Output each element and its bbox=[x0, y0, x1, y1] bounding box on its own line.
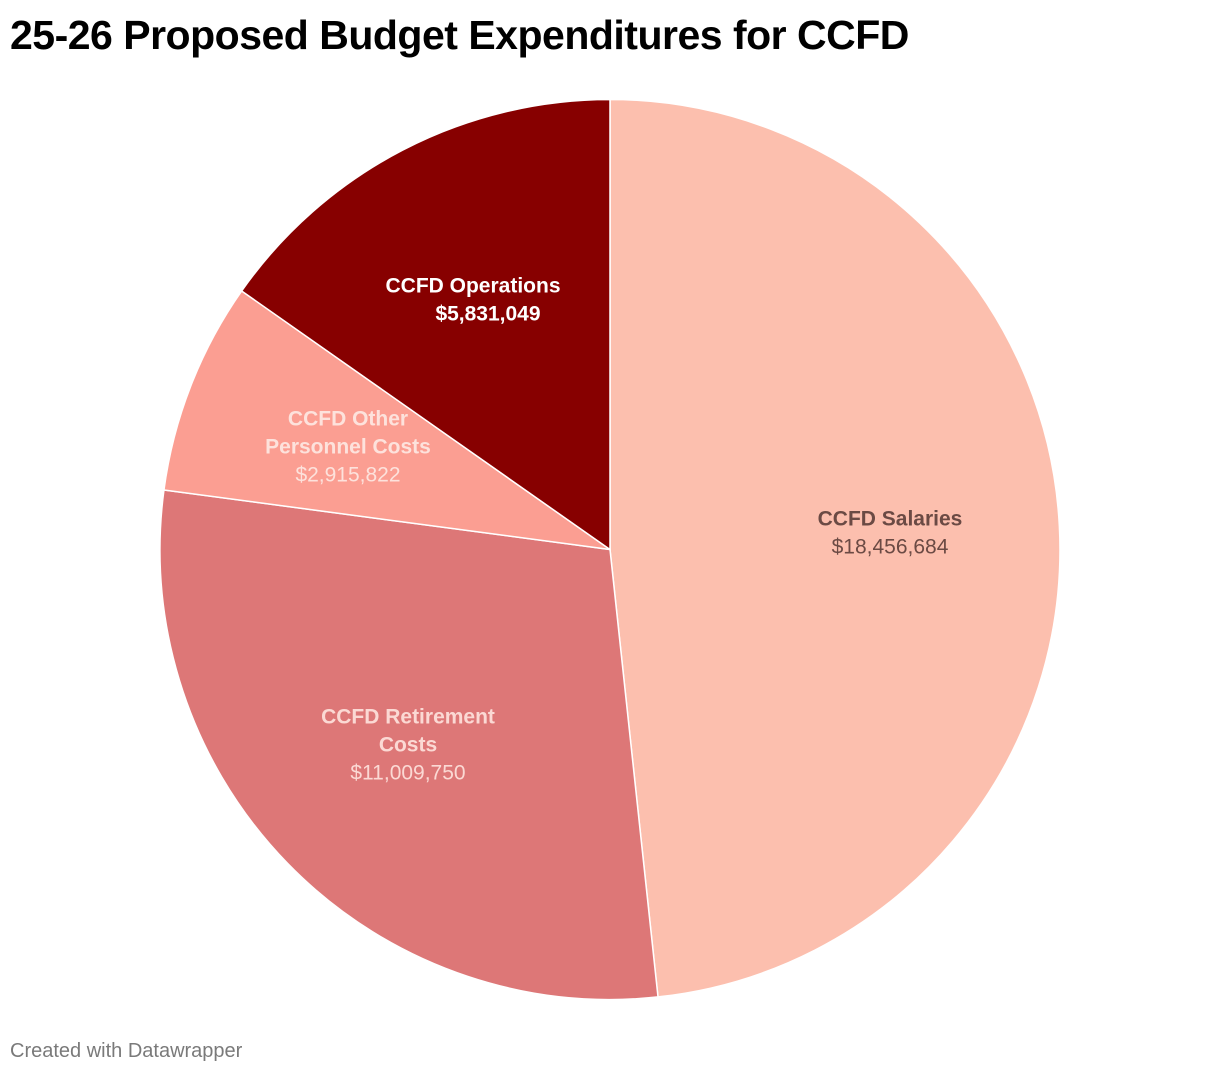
slice-name-retirement: CCFD Retirement bbox=[321, 706, 495, 729]
slice-name-operations: CCFD Operations bbox=[385, 275, 560, 298]
slice-label-retirement: CCFD Retirement Costs $11,009,750 bbox=[321, 706, 495, 785]
slice-value-retirement: $11,009,750 bbox=[350, 762, 465, 785]
pie-slice-other-personnel[interactable] bbox=[163, 289, 611, 551]
pie-slice-operations[interactable] bbox=[240, 98, 611, 551]
slice-name-salaries: CCFD Salaries bbox=[818, 508, 963, 531]
pie-slice-retirement[interactable] bbox=[159, 489, 659, 1001]
slice-label-other-personnel: CCFD Other Personnel Costs $2,915,822 bbox=[265, 408, 431, 487]
slice-name-other-personnel: CCFD Other bbox=[288, 408, 408, 431]
slice-value-salaries: $18,456,684 bbox=[832, 536, 949, 559]
datawrapper-credit[interactable]: Created with Datawrapper bbox=[10, 1040, 243, 1062]
slice-value-operations: $5,831,049 bbox=[435, 303, 540, 326]
slice-value-other-personnel: $2,915,822 bbox=[295, 464, 400, 487]
slice-label-operations: CCFD Operations $5,831,049 bbox=[385, 275, 560, 326]
pie-slice-salaries[interactable] bbox=[609, 98, 1061, 998]
slice-name-other-personnel: Personnel Costs bbox=[265, 436, 431, 459]
slice-label-salaries: CCFD Salaries $18,456,684 bbox=[818, 508, 963, 559]
slice-name-retirement: Costs bbox=[379, 734, 437, 757]
chart-title: 25-26 Proposed Budget Expenditures for C… bbox=[10, 12, 909, 58]
